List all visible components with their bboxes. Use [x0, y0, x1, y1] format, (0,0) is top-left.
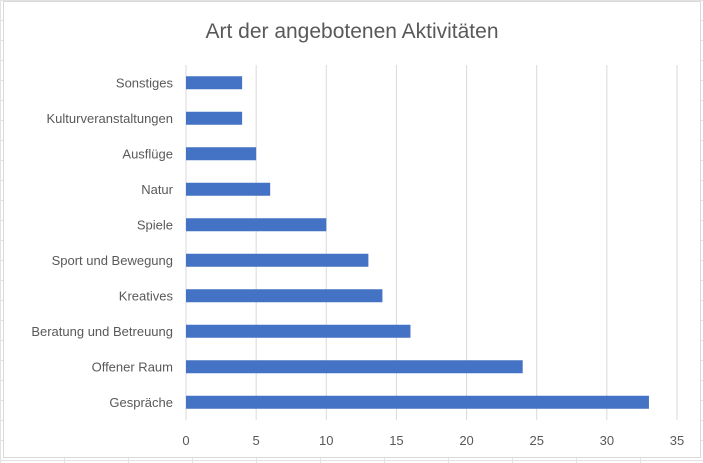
category-label: Spiele	[137, 217, 173, 232]
bar[interactable]	[186, 324, 411, 338]
chart-title: Art der angebotenen Aktivitäten	[205, 20, 499, 43]
category-label: Offener Raum	[92, 359, 173, 374]
x-tick-label: 30	[600, 433, 614, 448]
bar[interactable]	[186, 289, 383, 303]
bar[interactable]	[186, 218, 327, 232]
bar[interactable]	[186, 360, 523, 374]
bar[interactable]	[186, 395, 649, 409]
x-tick-label: 35	[670, 433, 684, 448]
bar[interactable]	[186, 147, 257, 161]
category-label: Sport und Bewegung	[52, 253, 173, 268]
category-label: Ausflüge	[122, 146, 173, 161]
category-label: Gespräche	[109, 395, 173, 410]
category-label: Beratung und Betreuung	[31, 324, 173, 339]
bars	[186, 76, 649, 409]
x-tick-label: 0	[182, 433, 189, 448]
x-tick-label: 25	[529, 433, 543, 448]
category-label: Kreatives	[119, 288, 174, 303]
bar[interactable]	[186, 76, 243, 90]
category-label: Kulturveranstaltungen	[47, 111, 173, 126]
chart-area[interactable]: Art der angebotenen Aktivitäten Gespräch…	[3, 1, 701, 458]
x-tick-label: 15	[389, 433, 403, 448]
x-tick-label: 20	[459, 433, 473, 448]
x-axis-tick-labels: 0 5 10 15 20 25 30 35	[182, 433, 684, 448]
category-label: Natur	[141, 182, 173, 197]
plot-area: Gespräche Offener Raum Beratung und Betreu…	[31, 65, 684, 448]
x-tick-label: 5	[253, 433, 260, 448]
category-labels: Gespräche Offener Raum Beratung und Betreu…	[31, 75, 173, 410]
x-tick-label: 10	[319, 433, 333, 448]
bar[interactable]	[186, 253, 369, 267]
bar[interactable]	[186, 111, 243, 125]
category-label: Sonstiges	[116, 75, 174, 90]
bar[interactable]	[186, 182, 271, 196]
